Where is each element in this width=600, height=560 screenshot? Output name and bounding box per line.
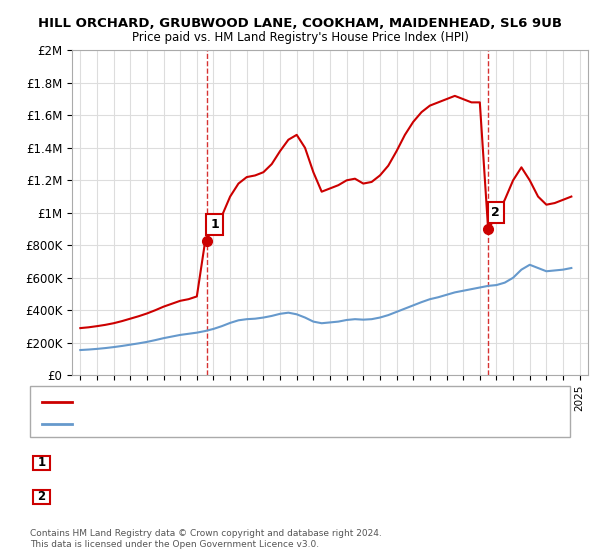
Text: Contains HM Land Registry data © Crown copyright and database right 2024.
This d: Contains HM Land Registry data © Crown c… bbox=[30, 529, 382, 549]
Text: 6% ↑ HPI: 6% ↑ HPI bbox=[300, 491, 357, 503]
Text: 95% ↑ HPI: 95% ↑ HPI bbox=[300, 456, 364, 469]
Text: 1: 1 bbox=[37, 456, 46, 469]
Text: £825,000: £825,000 bbox=[180, 456, 237, 469]
Text: HPI: Average price, detached house, Windsor and Maidenhead: HPI: Average price, detached house, Wind… bbox=[78, 419, 389, 429]
Text: 1: 1 bbox=[210, 218, 219, 231]
Text: HILL ORCHARD, GRUBWOOD LANE, COOKHAM, MAIDENHEAD, SL6 9UB: HILL ORCHARD, GRUBWOOD LANE, COOKHAM, MA… bbox=[38, 17, 562, 30]
Text: Price paid vs. HM Land Registry's House Price Index (HPI): Price paid vs. HM Land Registry's House … bbox=[131, 31, 469, 44]
Text: 09-AUG-2002: 09-AUG-2002 bbox=[60, 456, 139, 469]
Text: HILL ORCHARD, GRUBWOOD LANE, COOKHAM, MAIDENHEAD, SL6 9UB (detached house): HILL ORCHARD, GRUBWOOD LANE, COOKHAM, MA… bbox=[78, 396, 521, 407]
Text: 08-JUL-2019: 08-JUL-2019 bbox=[60, 491, 139, 503]
Text: 2: 2 bbox=[37, 491, 46, 503]
Text: 2: 2 bbox=[491, 206, 500, 219]
Text: £900,000: £900,000 bbox=[180, 491, 237, 503]
